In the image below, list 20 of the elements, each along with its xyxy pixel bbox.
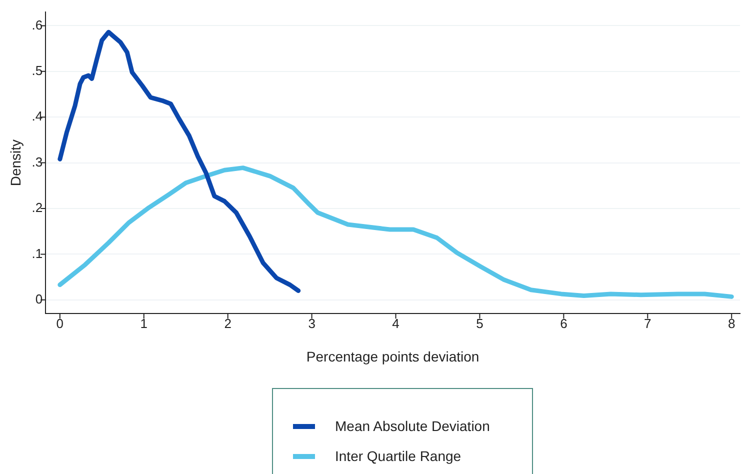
x-tick-label: 6 bbox=[560, 316, 568, 331]
x-axis-title: Percentage points deviation bbox=[306, 348, 480, 364]
x-tick-label: 7 bbox=[644, 316, 652, 331]
legend-label: Mean Absolute Deviation bbox=[335, 418, 490, 434]
x-tick-label: 5 bbox=[476, 316, 484, 331]
y-tick-label: .2 bbox=[32, 200, 43, 216]
y-tick-label: .3 bbox=[32, 154, 43, 170]
legend-label: Inter Quartile Range bbox=[335, 448, 462, 464]
x-tick-label: 0 bbox=[56, 316, 64, 331]
y-tick-label: .5 bbox=[32, 62, 43, 78]
y-tick-label: 0 bbox=[35, 291, 43, 306]
y-tick-label: .1 bbox=[32, 246, 43, 261]
y-axis-title: Density bbox=[7, 139, 24, 186]
x-tick-label: 1 bbox=[140, 316, 148, 331]
x-tick-label: 3 bbox=[308, 316, 316, 331]
x-tick-label: 2 bbox=[224, 316, 232, 331]
x-tick-label: 8 bbox=[728, 316, 736, 331]
x-tick-label: 4 bbox=[392, 316, 400, 331]
y-tick-label: .4 bbox=[32, 108, 43, 124]
y-tick-label: .6 bbox=[32, 17, 43, 32]
